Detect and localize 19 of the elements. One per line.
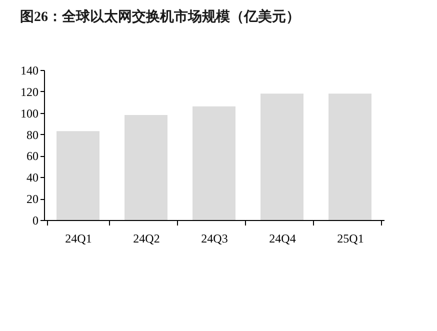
y-tick-label: 20 — [26, 192, 38, 206]
bar — [124, 115, 168, 220]
x-tick-label: 24Q3 — [201, 232, 228, 246]
y-tick-label: 40 — [26, 170, 38, 185]
bar — [192, 106, 236, 220]
y-tick-label: 60 — [26, 149, 38, 164]
y-tick-label: 100 — [20, 106, 38, 120]
x-tick-label: 25Q1 — [337, 232, 364, 246]
x-tick-label: 24Q2 — [133, 232, 160, 246]
bar — [56, 131, 100, 220]
x-tick-label: 24Q1 — [65, 232, 92, 246]
y-tick-label: 140 — [20, 64, 38, 78]
y-tick-label: 80 — [26, 128, 38, 142]
bar — [328, 94, 372, 220]
bar — [260, 94, 304, 220]
y-tick-label: 120 — [20, 84, 38, 99]
x-tick-label: 24Q4 — [269, 232, 296, 246]
y-tick-label: 0 — [32, 214, 38, 228]
chart-title: 图26：全球以太网交换机市场规模（亿美元） — [20, 8, 300, 25]
